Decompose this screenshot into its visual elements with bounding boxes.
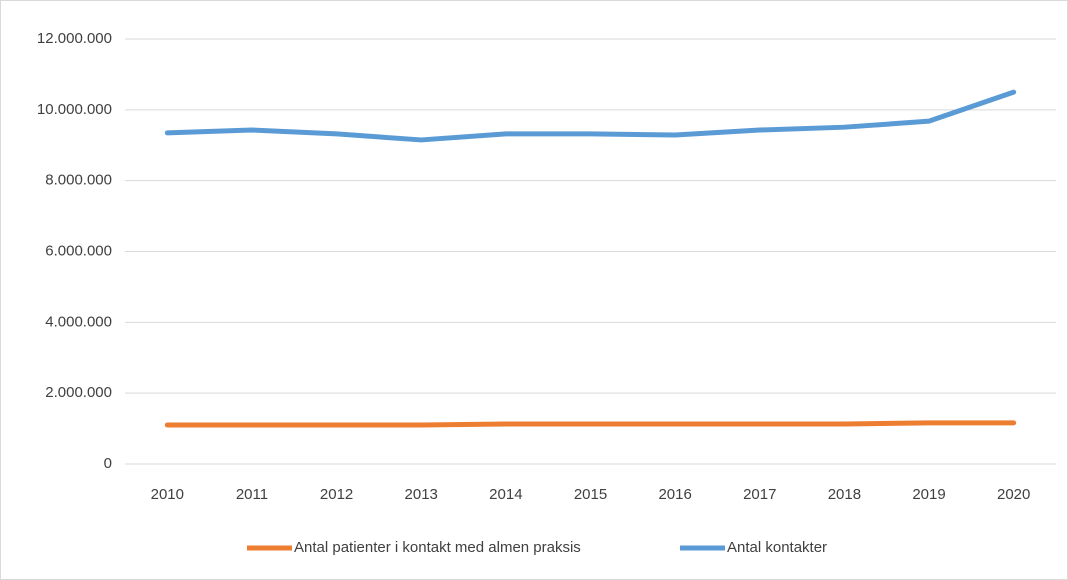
y-tick-label: 8.000.000 xyxy=(45,172,112,189)
data-line xyxy=(164,420,1017,428)
x-tick-label: 2018 xyxy=(828,486,861,503)
x-tick-label: 2014 xyxy=(489,486,522,503)
x-tick-label: 2020 xyxy=(997,486,1030,503)
legend-label: Antal kontakter xyxy=(727,539,827,556)
x-tick-label: 2016 xyxy=(658,486,691,503)
y-tick-label: 0 xyxy=(104,455,112,472)
x-tick-label: 2015 xyxy=(574,486,607,503)
y-tick-label: 2.000.000 xyxy=(45,384,112,401)
x-tick-label: 2019 xyxy=(912,486,945,503)
x-tick-label: 2010 xyxy=(151,486,184,503)
y-tick-label: 12.000.000 xyxy=(37,30,112,47)
x-tick-label: 2012 xyxy=(320,486,353,503)
y-tick-label: 10.000.000 xyxy=(37,101,112,118)
legend-label: Antal patienter i kontakt med almen prak… xyxy=(294,539,581,556)
y-tick-label: 6.000.000 xyxy=(45,242,112,259)
x-tick-label: 2011 xyxy=(236,486,268,503)
y-tick-label: 4.000.000 xyxy=(45,313,112,330)
x-tick-label: 2013 xyxy=(405,486,438,503)
data-line xyxy=(164,89,1017,143)
x-tick-label: 2017 xyxy=(743,486,776,503)
